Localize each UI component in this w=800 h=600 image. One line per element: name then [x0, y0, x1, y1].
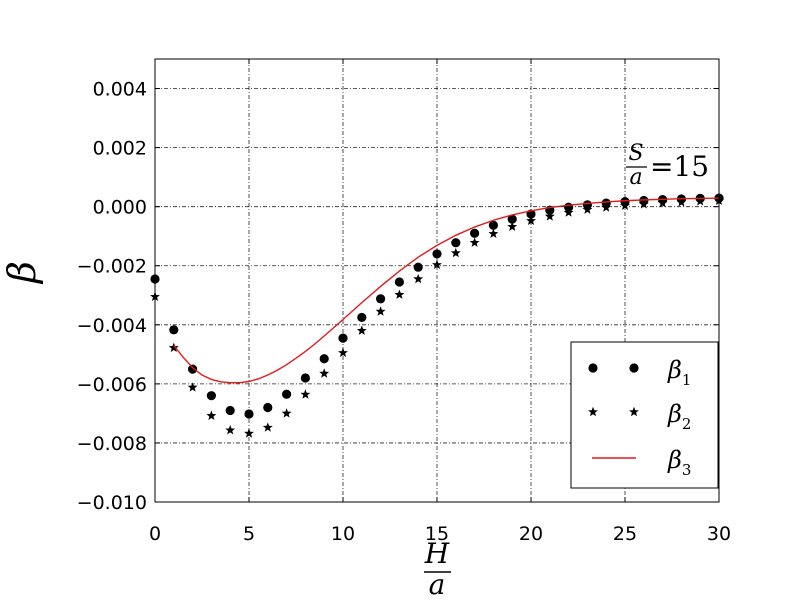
- x-tick-label: 0: [149, 523, 161, 545]
- point-β2: [187, 382, 198, 392]
- point-β1: [413, 262, 423, 272]
- point-β2: [657, 197, 668, 208]
- point-β2: [300, 389, 311, 399]
- point-β2: [262, 422, 273, 432]
- y-tick-label: 0.004: [93, 79, 147, 101]
- point-β2: [432, 259, 442, 270]
- point-β1: [263, 402, 273, 413]
- point-β2: [469, 237, 480, 247]
- legend-label-β3: β3: [667, 446, 691, 479]
- annotation-numerator: S: [628, 141, 643, 166]
- point-β2: [281, 408, 292, 418]
- point-β2: [601, 202, 612, 212]
- point-β1: [451, 238, 461, 248]
- legend-marker-β1: [629, 363, 639, 373]
- point-β1: [188, 364, 198, 374]
- x-tick-label: 30: [707, 523, 731, 545]
- point-β2: [394, 289, 405, 299]
- point-β2: [676, 197, 687, 207]
- point-β1: [225, 405, 235, 416]
- point-β1: [357, 312, 367, 323]
- point-β2: [244, 428, 254, 438]
- point-β1: [432, 249, 442, 259]
- y-tick-label: 0.000: [93, 197, 147, 219]
- x-axis-label-denominator: a: [429, 568, 446, 600]
- x-axis-label: H a: [424, 537, 451, 600]
- point-β2: [563, 207, 574, 217]
- point-β2: [507, 221, 518, 231]
- y-tick-label: −0.008: [77, 433, 147, 455]
- y-tick-label: −0.006: [77, 374, 147, 396]
- series-layer: [150, 193, 724, 438]
- point-β2: [206, 410, 217, 420]
- legend-marker-β1: [588, 363, 598, 373]
- annotation-denominator: a: [629, 165, 642, 190]
- point-β1: [470, 228, 480, 238]
- point-β2: [375, 306, 386, 316]
- point-β2: [526, 215, 536, 226]
- point-β1: [206, 391, 216, 401]
- point-β2: [168, 342, 179, 353]
- series-β3: [173, 197, 720, 384]
- point-β1: [394, 277, 404, 287]
- x-tick-label: 15: [425, 523, 449, 545]
- point-β1: [282, 389, 292, 399]
- y-tick-label: −0.004: [77, 315, 147, 337]
- point-β2: [695, 196, 706, 206]
- point-β1: [169, 325, 179, 335]
- x-tick-label: 25: [613, 523, 637, 545]
- y-tick-label: −0.002: [77, 256, 147, 278]
- axis-ticks: 0 5 10 15 20 25 30 −0.010 −0.008 −0.006 −0.004 −0.0…: [77, 59, 731, 545]
- legend-label-sub: 1: [682, 371, 692, 389]
- point-β1: [300, 373, 310, 383]
- point-β1: [244, 409, 254, 419]
- point-β2: [450, 247, 461, 258]
- x-tick-label: 20: [519, 523, 543, 545]
- x-tick-label: 5: [243, 523, 255, 545]
- point-β2: [338, 347, 348, 358]
- point-β1: [488, 220, 498, 230]
- x-tick-label: 10: [331, 523, 355, 545]
- point-β2: [620, 200, 630, 210]
- legend-label-sub: 2: [682, 415, 692, 433]
- legend-marker-β2: [629, 406, 639, 417]
- annotation-s-over-a: S a =15: [626, 141, 709, 190]
- y-tick-label: 0.002: [93, 138, 147, 160]
- annotation-value: =15: [650, 150, 709, 183]
- legend-label-sub: 3: [682, 461, 692, 479]
- legend-marker-β2: [588, 406, 598, 417]
- point-β2: [544, 211, 555, 221]
- point-β2: [638, 199, 649, 209]
- point-β2: [225, 425, 236, 435]
- line-β3: [173, 197, 720, 384]
- point-β2: [413, 273, 424, 284]
- legend-label-β1: β1: [667, 356, 691, 389]
- point-β2: [319, 368, 330, 378]
- point-β1: [338, 333, 348, 343]
- point-β1: [376, 294, 386, 304]
- point-β2: [582, 204, 593, 214]
- y-tick-label: −0.010: [77, 492, 147, 514]
- point-β2: [488, 228, 499, 239]
- point-β1: [319, 354, 329, 364]
- x-axis-label-numerator: H: [424, 537, 450, 570]
- point-β2: [356, 325, 367, 335]
- y-axis-label: β: [0, 261, 44, 285]
- point-β1: [507, 214, 517, 224]
